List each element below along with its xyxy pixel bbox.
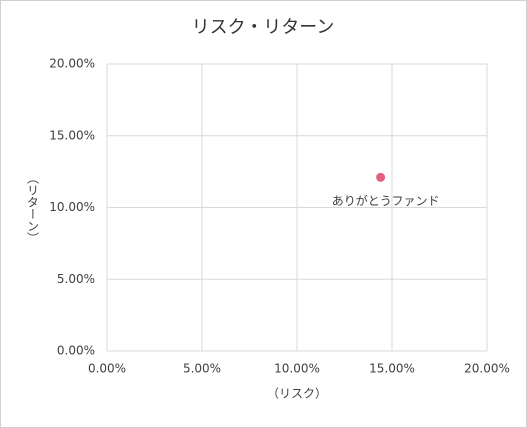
chart-title: リスク・リターン [192,17,335,38]
x-tick-label: 10.00% [274,362,320,376]
y-tick-label: 20.00% [49,57,95,71]
y-tick-label: 15.00% [49,128,95,142]
point-label: ありがとうファンド [332,193,440,208]
y-tick-label: 0.00% [57,344,95,358]
x-tick-label: 0.00% [88,362,126,376]
x-tick-label: 20.00% [464,362,510,376]
scatter-point [376,172,386,182]
y-tick-label: 5.00% [57,272,95,286]
y-axis-label: （リターン） [26,172,40,244]
x-axis-label: （リスク） [267,387,327,401]
y-tick-label: 10.00% [49,200,95,214]
x-tick-label: 15.00% [369,362,415,376]
x-tick-label: 5.00% [183,362,221,376]
